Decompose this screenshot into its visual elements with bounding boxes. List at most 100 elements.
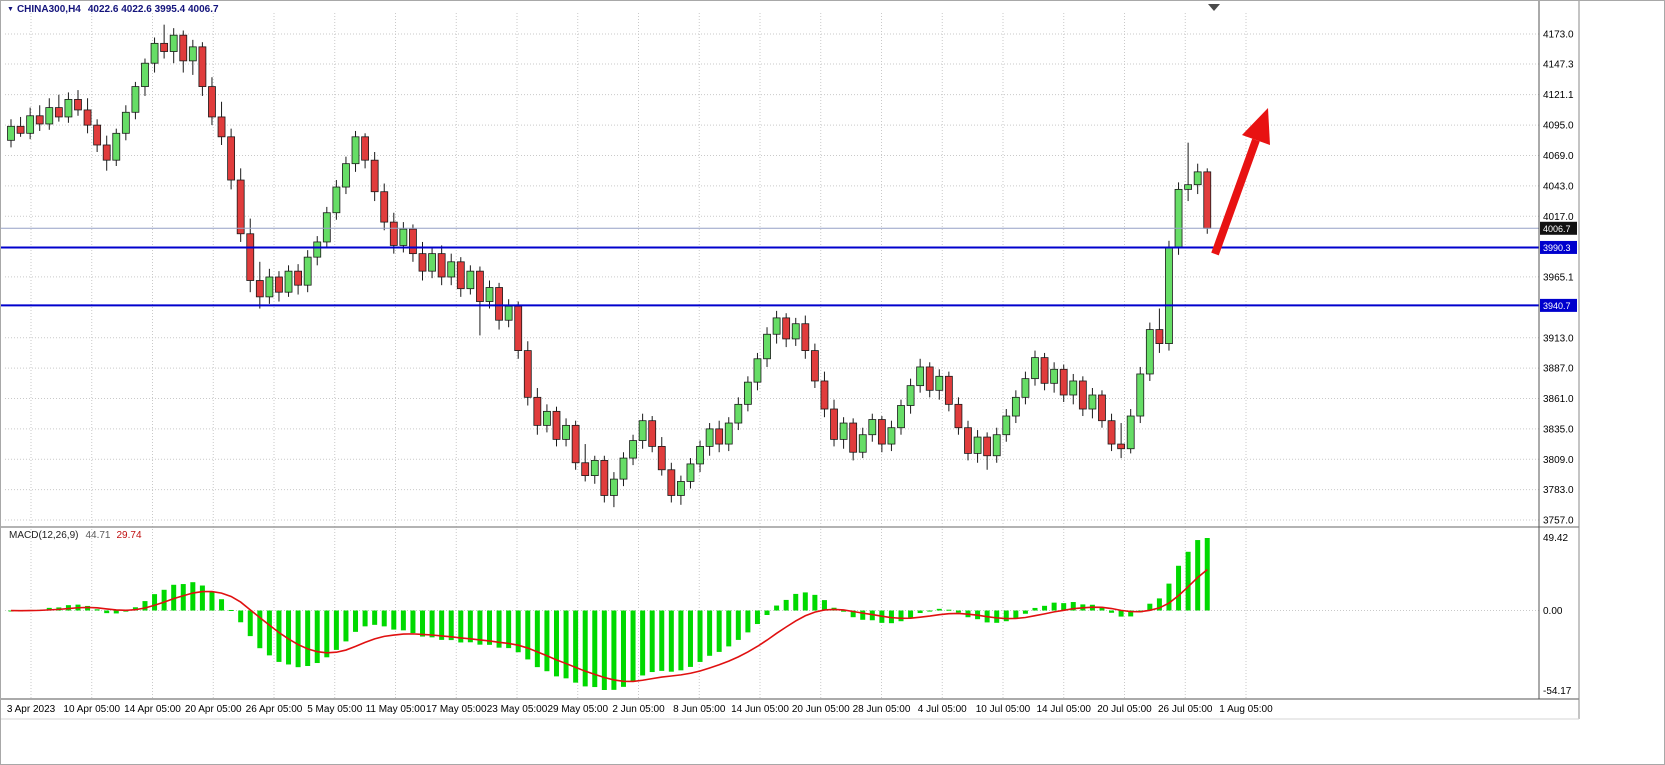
candle [791,323,800,340]
candle [83,109,92,126]
svg-text:10 Jul 05:00: 10 Jul 05:00 [976,704,1031,715]
candle [447,261,456,278]
svg-text:26 Apr 05:00: 26 Apr 05:00 [246,704,303,715]
candle [112,132,121,161]
candle [150,42,159,64]
macd-value-signal: 29.74 [116,530,142,541]
svg-text:4006.7: 4006.7 [1543,224,1571,234]
candle [1136,373,1145,417]
svg-text:14 Jun 05:00: 14 Jun 05:00 [731,704,789,715]
candle [265,276,274,298]
level-price-tag [1540,298,1577,312]
price-axis-labels: 4173.0 4147.3 4121.1 4095.0 4069.0 4043.0 4017… [1543,30,1574,527]
candle [1193,171,1202,186]
candle [351,136,360,165]
macd-label: MACD(12,26,9) 44.71 29.74 [9,530,142,541]
candle [992,434,1001,457]
candle [179,34,188,62]
pane-splitter[interactable] [1,523,1579,531]
candle [456,261,465,290]
candle [102,144,111,161]
candle [1040,357,1049,384]
macd-value-main: 44.71 [85,530,111,541]
candle [275,276,283,293]
candle [1050,368,1059,384]
candle [782,317,791,340]
candle [188,46,197,62]
chart-shift-marker[interactable] [1208,4,1220,11]
candle [677,481,685,496]
level-price-tag [1540,240,1577,254]
candle [428,253,436,272]
candle [303,256,312,286]
svg-text:3940.7: 3940.7 [1543,301,1571,311]
svg-text:3809.0: 3809.0 [1543,455,1574,466]
candle [361,136,369,161]
candle [1117,443,1126,450]
svg-text:3887.0: 3887.0 [1543,364,1574,375]
macd-name: MACD(12,26,9) [9,530,79,541]
candle [1021,378,1030,398]
svg-text:20 Jun 05:00: 20 Jun 05:00 [792,704,850,715]
price-axis[interactable] [1539,1,1579,699]
candle [724,422,733,445]
candle [839,422,848,440]
candle [849,422,858,453]
svg-text:3990.3: 3990.3 [1543,243,1571,253]
candle [705,428,714,447]
symbol-dropdown-icon[interactable]: ▼ [7,6,14,13]
candle [466,270,475,290]
candle [504,305,513,321]
svg-text:-54.17: -54.17 [1543,686,1572,697]
svg-text:3 Apr 2023: 3 Apr 2023 [7,704,56,715]
candle [476,270,484,302]
candle [925,366,934,391]
candle [208,86,216,118]
candle [772,317,781,335]
svg-text:23 May 05:00: 23 May 05:00 [487,704,548,715]
candlestick-series [7,24,1212,508]
svg-text:3757.0: 3757.0 [1543,516,1574,527]
svg-text:3861.0: 3861.0 [1543,394,1574,405]
candle [667,469,676,496]
candle [763,333,771,360]
svg-text:4017.0: 4017.0 [1543,212,1574,223]
candle [820,380,829,410]
trend-arrow[interactable] [1211,108,1270,256]
chart-title: ▼ CHINA300,H4 4022.6 4022.6 3995.4 4006.7 [7,4,219,15]
candle [552,410,561,440]
candle [160,42,169,52]
candle [973,436,982,454]
candle [198,46,207,87]
time-axis[interactable] [1,699,1579,719]
svg-text:4095.0: 4095.0 [1543,121,1574,132]
candle [54,107,63,118]
svg-text:10 Apr 05:00: 10 Apr 05:00 [63,704,120,715]
candle [562,424,570,440]
svg-text:11 May 05:00: 11 May 05:00 [366,704,426,715]
candle [581,462,590,477]
candle [246,233,255,281]
symbol-timeframe: CHINA300,H4 [16,4,81,15]
svg-text:17 May 05:00: 17 May 05:00 [426,704,487,715]
svg-text:3965.1: 3965.1 [1543,272,1574,283]
candle [801,323,810,352]
candle [284,270,293,293]
candle [696,445,704,465]
pane-borders [1,1,1580,720]
candle [877,419,886,445]
candle [74,99,82,111]
candle [916,366,925,387]
candle [619,457,628,480]
candle [1078,380,1087,410]
candle [571,424,580,464]
svg-text:5 May 05:00: 5 May 05:00 [307,704,362,715]
candle [64,99,73,118]
svg-text:4173.0: 4173.0 [1543,30,1574,41]
candle [1069,380,1078,396]
candle [523,350,532,398]
candle [887,427,896,445]
candle [255,280,264,298]
svg-text:20 Jul 05:00: 20 Jul 05:00 [1097,704,1152,715]
